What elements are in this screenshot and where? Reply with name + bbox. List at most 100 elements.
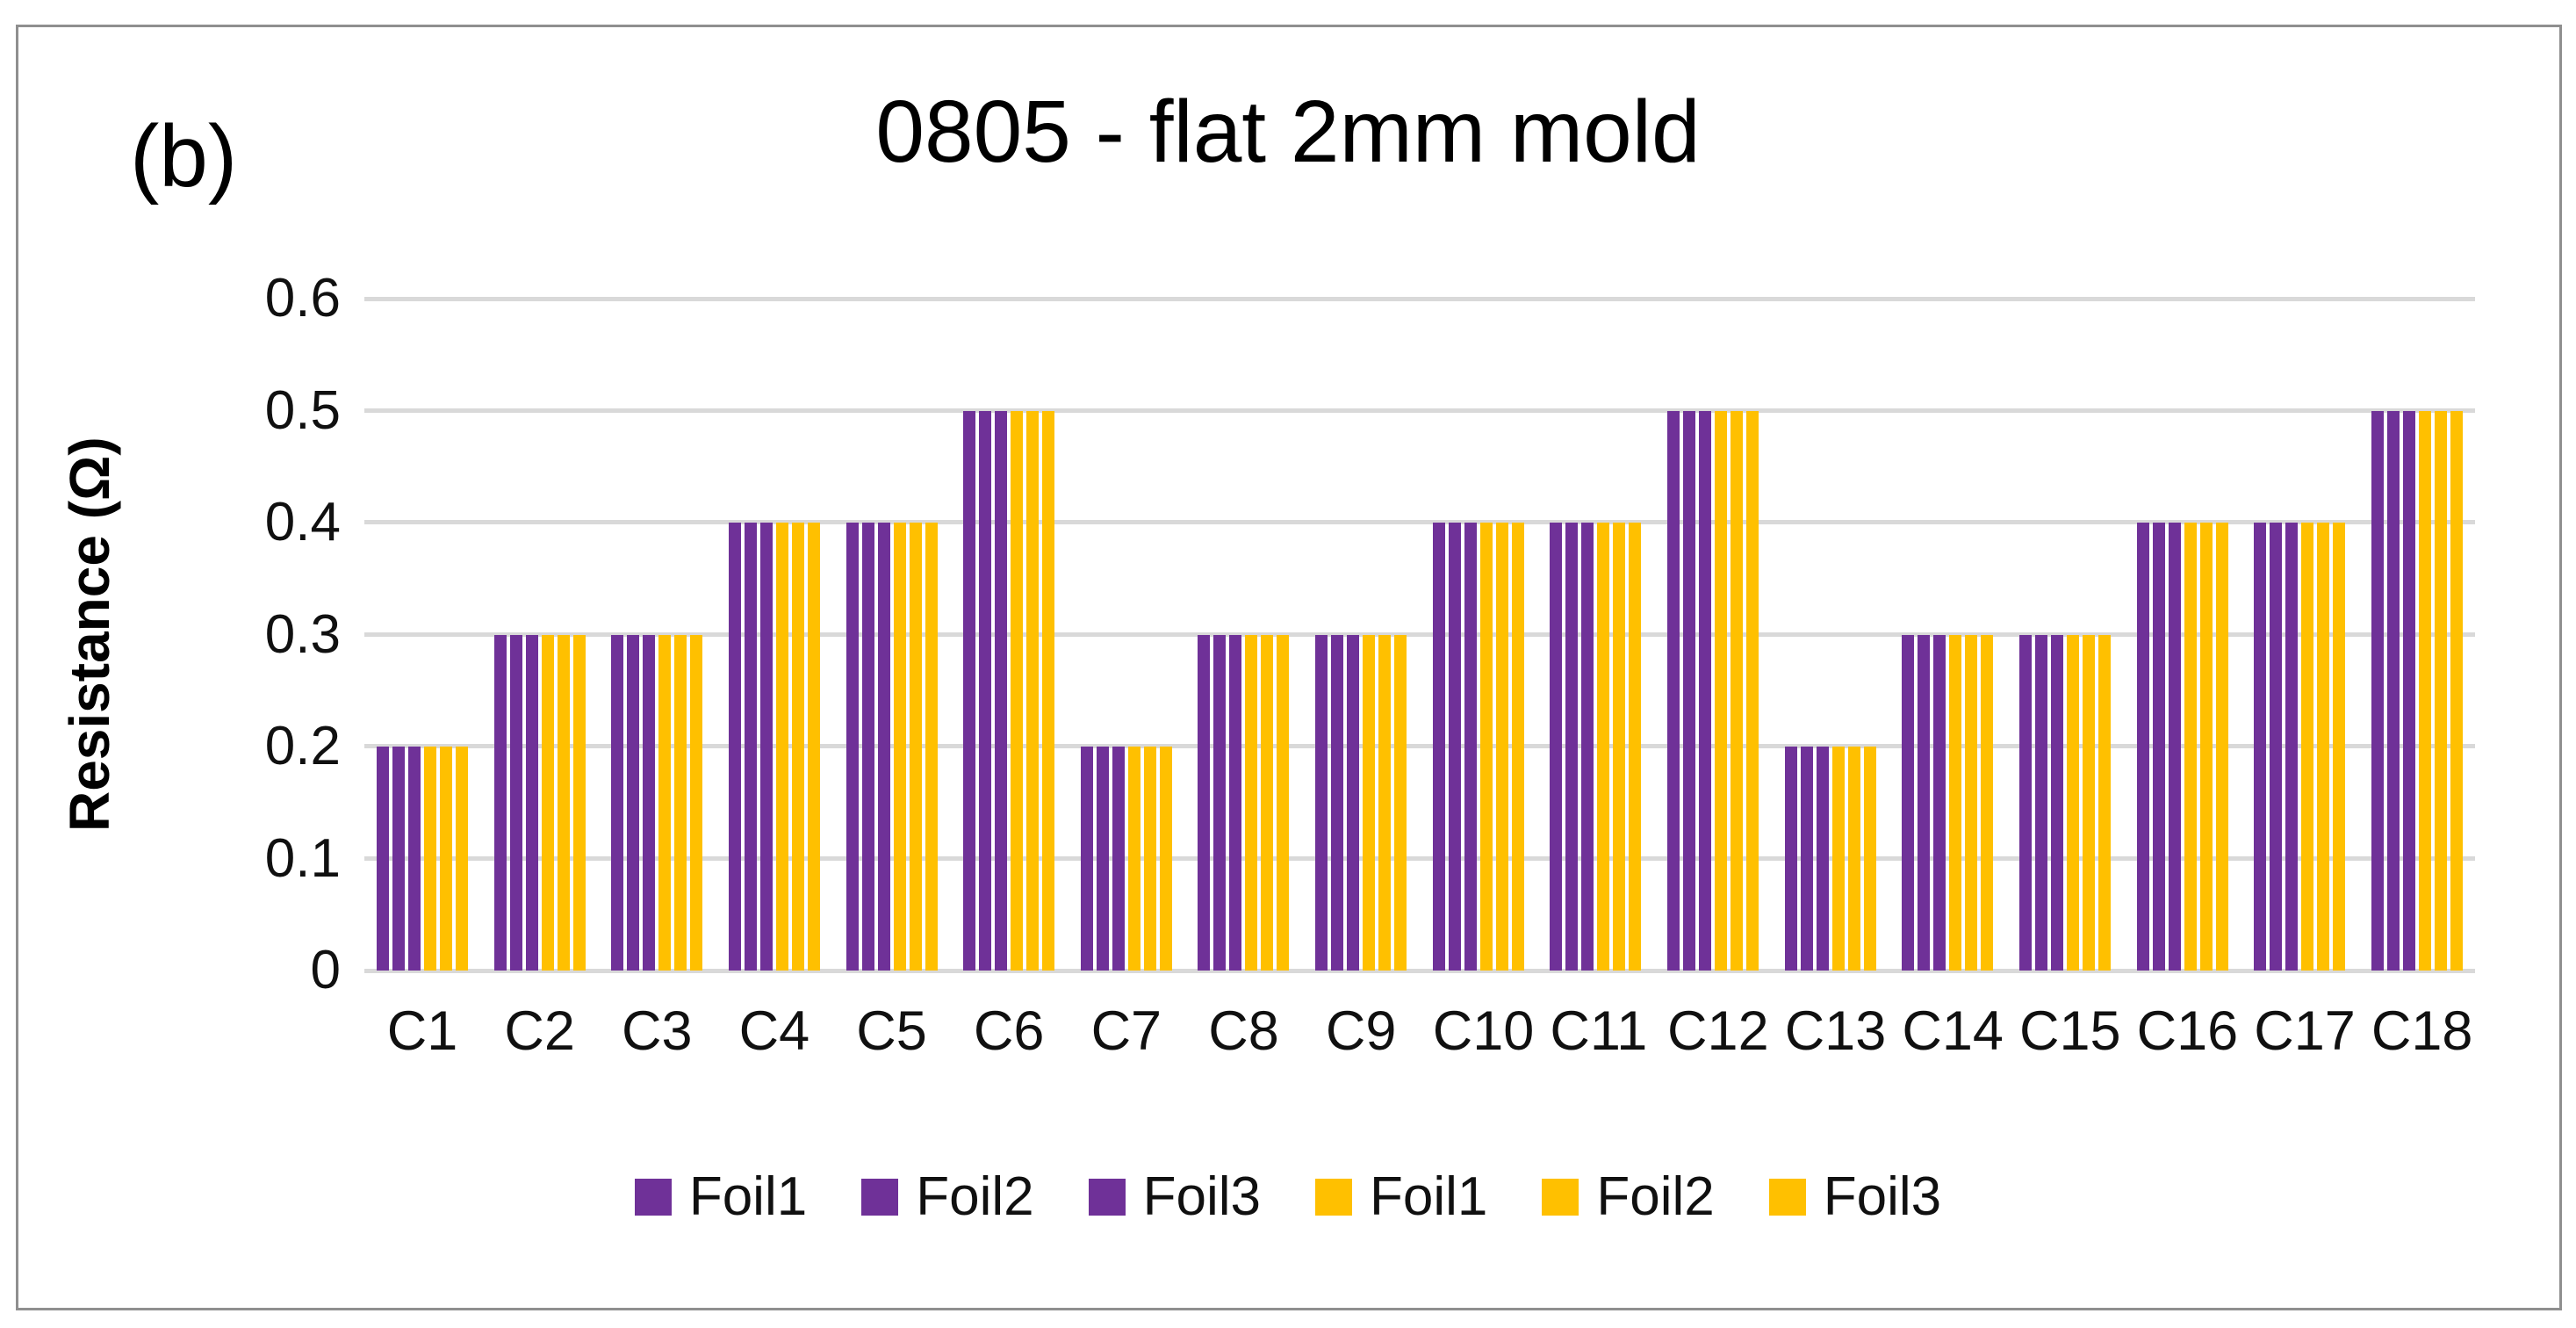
bar-C8-s6-Foil3 [1277, 634, 1290, 971]
bar-C8-s4-Foil1 [1245, 634, 1258, 971]
legend-swatch-icon [1315, 1179, 1352, 1216]
x-tick-label-C3: C3 [622, 1000, 693, 1062]
bar-C9-s2-Foil2 [1331, 634, 1344, 971]
bar-C9-s1-Foil1 [1315, 634, 1328, 971]
bar-C7-s2-Foil2 [1096, 747, 1109, 971]
bar-C13-s5-Foil2 [1847, 747, 1860, 971]
bar-C17-s2-Foil2 [2270, 523, 2283, 971]
plot-area [364, 296, 2475, 973]
bar-C2-s1-Foil1 [493, 634, 507, 971]
bar-C14-s4-Foil1 [1949, 634, 1962, 971]
bar-group-C16 [2136, 299, 2228, 971]
bar-group-C4 [728, 299, 820, 971]
gridline-0.6 [364, 296, 2475, 301]
bar-C18-s5-Foil2 [2434, 410, 2447, 971]
bar-group-C10 [1432, 299, 1524, 971]
bar-group-C13 [1784, 299, 1876, 971]
bar-group-C17 [2254, 299, 2346, 971]
bar-C16-s4-Foil1 [2184, 523, 2197, 971]
bar-C2-s3-Foil3 [525, 634, 538, 971]
bar-C4-s1-Foil1 [728, 523, 741, 971]
bar-C18-s2-Foil2 [2386, 410, 2400, 971]
y-tick-label-0.4: 0.4 [264, 492, 341, 552]
bar-C5-s4-Foil1 [893, 523, 906, 971]
bar-group-C2 [493, 299, 586, 971]
legend: Foil1 Foil2 Foil3 Foil1 Foil2 Foil3 [0, 1170, 2576, 1224]
bar-C3-s6-Foil3 [690, 634, 703, 971]
bar-C10-s3-Foil3 [1464, 523, 1477, 971]
bar-C9-s6-Foil3 [1394, 634, 1407, 971]
bar-group-C14 [1902, 299, 1994, 971]
bar-C5-s5-Foil2 [909, 523, 922, 971]
bar-C10-s4-Foil1 [1479, 523, 1493, 971]
x-tick-label-C2: C2 [504, 1000, 575, 1062]
legend-label: Foil3 [1823, 1166, 1942, 1227]
bar-C15-s1-Foil1 [2018, 634, 2032, 971]
bar-C5-s1-Foil1 [845, 523, 859, 971]
x-tick-label-C4: C4 [738, 1000, 810, 1062]
bar-C11-s1-Foil1 [1550, 523, 1563, 971]
y-tick-label-0.2: 0.2 [264, 716, 341, 776]
bar-C8-s1-Foil1 [1198, 634, 1211, 971]
legend-swatch-icon [1088, 1179, 1126, 1216]
bar-C15-s3-Foil3 [2050, 634, 2063, 971]
bar-C2-s4-Foil1 [541, 634, 554, 971]
bar-C11-s3-Foil3 [1581, 523, 1594, 971]
bar-C16-s6-Foil3 [2215, 523, 2228, 971]
legend-label: Foil3 [1142, 1166, 1261, 1227]
bar-C18-s6-Foil3 [2450, 410, 2463, 971]
x-tick-label-C12: C12 [1667, 1000, 1769, 1062]
x-tick-label-C16: C16 [2136, 1000, 2239, 1062]
bar-C12-s2-Foil2 [1683, 410, 1696, 971]
bar-C12-s4-Foil1 [1715, 410, 1728, 971]
x-tick-label-C9: C9 [1325, 1000, 1397, 1062]
bar-C4-s3-Foil3 [759, 523, 773, 971]
bar-C13-s1-Foil1 [1784, 747, 1797, 971]
bar-C1-s3-Foil3 [408, 747, 421, 971]
bar-C13-s6-Foil3 [1863, 747, 1876, 971]
bar-C12-s6-Foil3 [1746, 410, 1759, 971]
bar-C17-s1-Foil1 [2254, 523, 2267, 971]
bar-C16-s2-Foil2 [2152, 523, 2165, 971]
panel-label: (b) [130, 107, 238, 206]
bar-C11-s6-Foil3 [1629, 523, 1642, 971]
gridline-0.2 [364, 744, 2475, 749]
bar-C2-s6-Foil3 [572, 634, 586, 971]
bar-group-C5 [845, 299, 938, 971]
y-axis-tick-labels: 0 0.1 0.2 0.3 0.4 0.5 0.6 [132, 271, 341, 998]
bar-C6-s1-Foil1 [963, 410, 976, 971]
bar-C16-s5-Foil2 [2199, 523, 2213, 971]
bar-C7-s3-Foil3 [1112, 747, 1125, 971]
bar-C5-s3-Foil3 [877, 523, 890, 971]
bar-C10-s6-Foil3 [1511, 523, 1524, 971]
x-tick-label-C11: C11 [1550, 1000, 1648, 1062]
x-tick-label-C14: C14 [1902, 1000, 2004, 1062]
bar-C14-s5-Foil2 [1965, 634, 1978, 971]
bar-C3-s4-Foil1 [658, 634, 672, 971]
y-tick-label-0.6: 0.6 [264, 268, 341, 328]
bar-group-C3 [611, 299, 703, 971]
chart-title: 0805 - flat 2mm mold [875, 83, 1701, 181]
legend-item-6-Foil3: Foil3 [1768, 1166, 1942, 1227]
bar-C6-s2-Foil2 [979, 410, 992, 971]
bar-group-C11 [1550, 299, 1642, 971]
bar-C5-s6-Foil3 [925, 523, 938, 971]
legend-label: Foil1 [1370, 1166, 1488, 1227]
x-axis-tick-labels: C1 C2 C3 C4 C5 C6 C7 C8 C9 C10 C11 C12 C13 C14 C15 C16 C… [364, 1004, 2475, 1059]
legend-swatch-icon [1768, 1179, 1806, 1216]
bar-group-C1 [377, 299, 468, 971]
bar-C3-s2-Foil2 [627, 634, 640, 971]
x-tick-label-C6: C6 [973, 1000, 1045, 1062]
x-tick-label-C5: C5 [856, 1000, 927, 1062]
legend-swatch-icon [861, 1179, 899, 1216]
bar-group-C9 [1315, 299, 1407, 971]
bar-C6-s3-Foil3 [995, 410, 1008, 971]
bar-C10-s1-Foil1 [1432, 523, 1445, 971]
bar-group-C7 [1080, 299, 1172, 971]
bar-C2-s5-Foil2 [557, 634, 570, 971]
bar-C12-s1-Foil1 [1667, 410, 1680, 971]
bar-C3-s3-Foil3 [643, 634, 656, 971]
bar-C7-s1-Foil1 [1080, 747, 1093, 971]
bar-C18-s1-Foil1 [2371, 410, 2384, 971]
bar-C13-s4-Foil1 [1831, 747, 1845, 971]
